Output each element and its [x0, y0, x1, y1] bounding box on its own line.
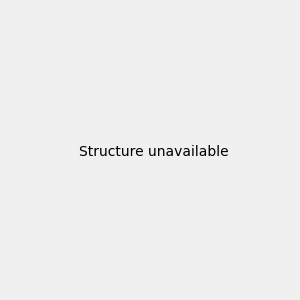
Text: Structure unavailable: Structure unavailable — [79, 145, 229, 158]
